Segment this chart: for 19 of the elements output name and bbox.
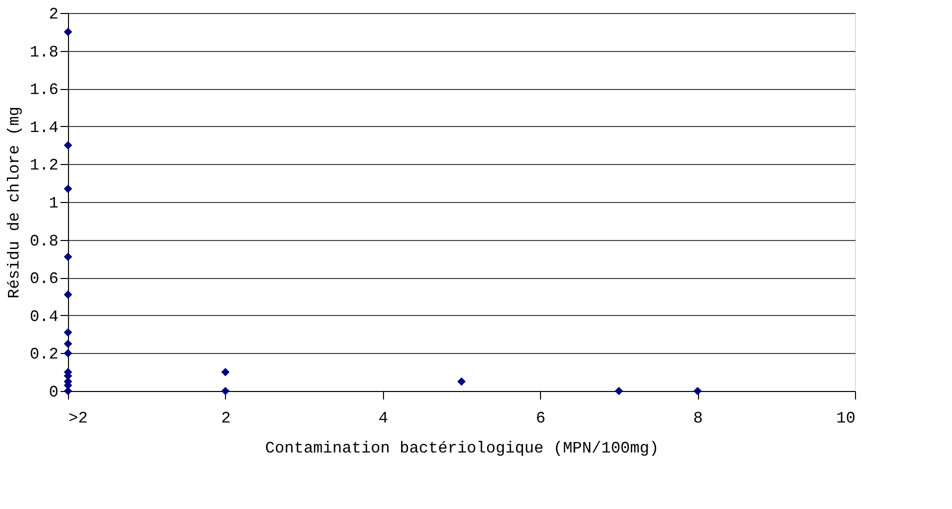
x-tick-label: >2 xyxy=(68,410,88,428)
y-tick-label: 0.6 xyxy=(30,270,58,288)
x-tick-label: 10 xyxy=(836,410,856,428)
y-tick-label: 1.6 xyxy=(30,81,58,100)
y-tick-label: 0.2 xyxy=(30,346,58,364)
y-axis-title: Résidu de chlore (mg xyxy=(6,106,24,299)
x-tick-label: 2 xyxy=(221,410,231,428)
y-tick-label: 1.4 xyxy=(30,118,58,137)
y-tick-label: 0 xyxy=(48,384,58,402)
y-tick-label: 0.4 xyxy=(30,308,58,326)
x-tick-label: 4 xyxy=(378,410,388,428)
y-tick-label: 1 xyxy=(48,194,58,212)
x-tick-label: 8 xyxy=(693,410,703,428)
y-tick-label: 1.8 xyxy=(30,43,58,62)
y-tick-label: 2 xyxy=(48,6,58,24)
y-tick-label: 0.8 xyxy=(30,232,58,250)
x-axis-title: Contamination bactériologique (MPN/100mg) xyxy=(265,440,659,458)
y-tick-label: 1.2 xyxy=(30,156,58,175)
x-tick-label: 6 xyxy=(536,410,546,428)
